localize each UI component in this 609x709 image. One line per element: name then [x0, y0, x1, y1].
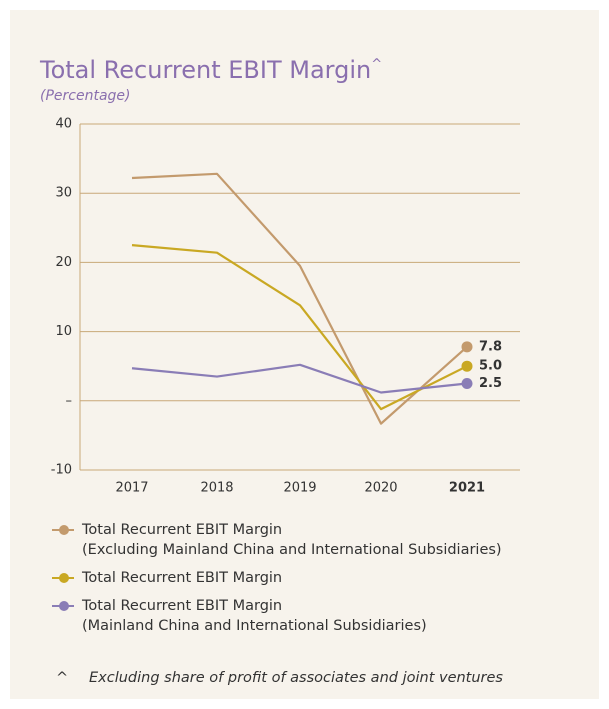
y-tick-label: 30 [55, 186, 72, 201]
y-tick-label: 40 [55, 117, 72, 132]
legend-item: Total Recurrent EBIT Margin [52, 568, 602, 588]
chart: Total Recurrent EBIT Margin^ (Percentage… [39, 56, 520, 496]
footnote: ^ Excluding share of profit of associates… [56, 670, 503, 686]
end-marker [461, 360, 473, 372]
footnote-text: Excluding share of profit of associates … [89, 670, 503, 686]
legend-label: Total Recurrent EBIT Margin (Mainland Ch… [82, 598, 427, 634]
legend-dot [59, 601, 69, 611]
series-line [131, 172, 468, 425]
title-mark: ^ [371, 57, 382, 72]
legend-label: Total Recurrent EBIT Margin (Excluding M… [82, 522, 502, 558]
y-tick-label: 10 [55, 324, 72, 339]
x-tick-label: 2021 [449, 481, 485, 496]
y-tick-label: – [66, 393, 73, 408]
series-line [131, 363, 468, 394]
x-tick-label: 2020 [364, 481, 397, 496]
end-marker [461, 341, 473, 353]
chart-title: Total Recurrent EBIT Margin^ [39, 56, 382, 84]
legend-dot [59, 573, 69, 583]
x-tick-label: 2017 [115, 481, 148, 496]
title-text: Total Recurrent EBIT Margin [39, 56, 371, 84]
x-tick-label: 2018 [200, 481, 233, 496]
legend-item: Total Recurrent EBIT Margin (Excluding M… [52, 520, 602, 560]
y-tick-label: 20 [55, 255, 72, 270]
chart-subtitle: (Percentage) [40, 88, 131, 104]
value-label: 7.8 [479, 339, 502, 354]
x-tick-label: 2019 [283, 481, 316, 496]
legend-item: Total Recurrent EBIT Margin (Mainland Ch… [52, 596, 602, 636]
footnote-symbol: ^ [56, 670, 69, 686]
end-marker [461, 378, 473, 389]
chart-card: Total Recurrent EBIT Margin^ (Percentage… [10, 10, 599, 699]
legend-dot [59, 525, 69, 535]
series-line [131, 244, 468, 411]
value-label: 5.0 [479, 359, 502, 374]
value-label: 2.5 [479, 376, 502, 391]
y-tick-label: -10 [51, 463, 72, 478]
legend-label: Total Recurrent EBIT Margin [82, 570, 283, 586]
